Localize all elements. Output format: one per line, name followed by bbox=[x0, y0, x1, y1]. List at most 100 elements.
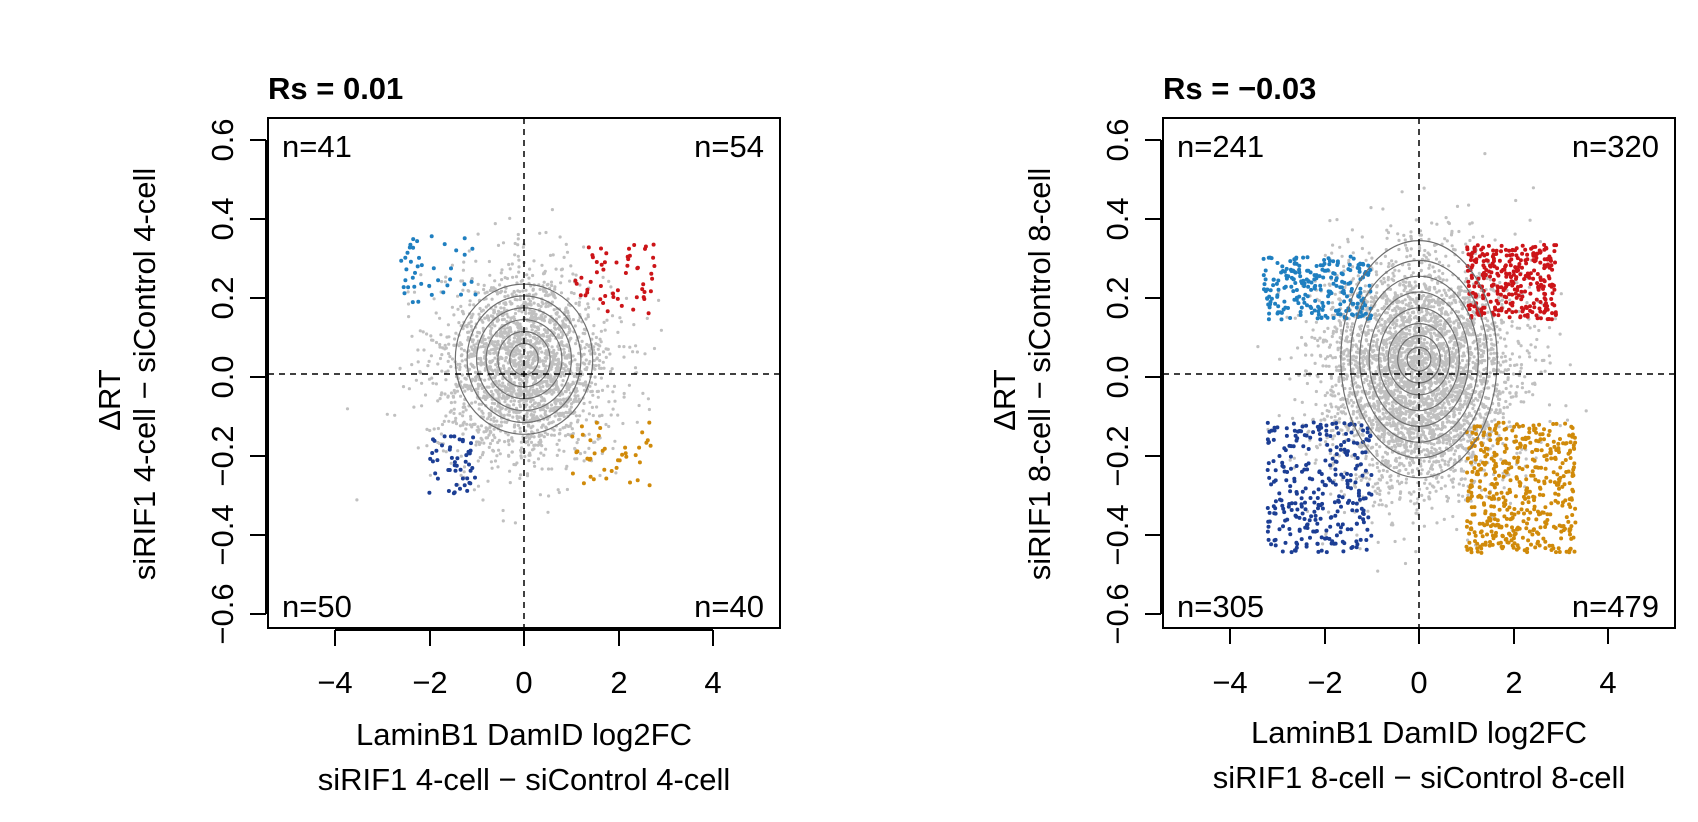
background-point bbox=[550, 350, 554, 354]
background-point bbox=[540, 350, 544, 354]
background-point bbox=[1314, 458, 1318, 462]
background-point bbox=[1463, 477, 1467, 481]
background-point bbox=[1313, 461, 1317, 465]
background-point bbox=[1385, 452, 1389, 456]
point-bottom-left bbox=[446, 489, 451, 493]
background-point bbox=[438, 345, 442, 349]
background-point bbox=[476, 390, 480, 394]
background-point bbox=[438, 356, 443, 361]
background-point bbox=[1381, 346, 1385, 350]
background-point bbox=[460, 373, 464, 377]
y-tick-label: 0.4 bbox=[205, 197, 240, 240]
background-point bbox=[505, 387, 509, 392]
point-top-left bbox=[408, 242, 413, 247]
background-point bbox=[481, 320, 485, 324]
background-point bbox=[1325, 391, 1329, 395]
background-point bbox=[1391, 360, 1395, 364]
background-point bbox=[578, 414, 582, 418]
background-point bbox=[577, 351, 581, 355]
point-top-left bbox=[417, 255, 421, 260]
background-point bbox=[446, 395, 450, 399]
background-point bbox=[493, 340, 497, 344]
background-point bbox=[1515, 385, 1519, 389]
background-point bbox=[1386, 461, 1390, 465]
point-bottom-left bbox=[469, 441, 473, 446]
background-point bbox=[1504, 399, 1508, 404]
background-point bbox=[560, 340, 564, 344]
background-point bbox=[1397, 300, 1401, 304]
background-point bbox=[562, 255, 566, 259]
background-point bbox=[1440, 365, 1444, 369]
background-point bbox=[1436, 323, 1440, 327]
background-point bbox=[597, 363, 601, 367]
point-bottom-left bbox=[460, 476, 465, 481]
background-point bbox=[526, 332, 531, 336]
background-point bbox=[1533, 345, 1537, 349]
background-point bbox=[578, 452, 583, 456]
point-top-left bbox=[462, 282, 467, 287]
background-point bbox=[1337, 392, 1341, 396]
background-point bbox=[457, 321, 461, 325]
background-point bbox=[469, 324, 473, 328]
background-point bbox=[564, 242, 568, 246]
background-point bbox=[553, 285, 557, 289]
point-top-right bbox=[574, 281, 579, 286]
background-point bbox=[511, 353, 515, 357]
background-point bbox=[531, 287, 535, 291]
background-point bbox=[563, 363, 567, 367]
background-point bbox=[618, 316, 622, 320]
background-point bbox=[1414, 550, 1418, 554]
background-point bbox=[471, 377, 475, 381]
background-point bbox=[526, 440, 530, 444]
background-point bbox=[1355, 533, 1359, 537]
background-point bbox=[1349, 398, 1353, 402]
background-point bbox=[519, 368, 524, 372]
background-point bbox=[1465, 415, 1469, 419]
point-top-left bbox=[473, 292, 478, 297]
background-point bbox=[489, 460, 493, 464]
background-point bbox=[483, 356, 487, 360]
background-point bbox=[1364, 454, 1368, 458]
background-point bbox=[1402, 464, 1406, 468]
background-point bbox=[524, 311, 528, 316]
background-point bbox=[468, 303, 472, 307]
background-point bbox=[582, 401, 586, 406]
background-point bbox=[471, 338, 475, 342]
background-point bbox=[481, 415, 485, 419]
background-point bbox=[1404, 417, 1408, 421]
background-point bbox=[438, 316, 442, 320]
background-point bbox=[516, 237, 520, 241]
background-point bbox=[506, 294, 510, 298]
point-top-right bbox=[632, 243, 637, 247]
background-point bbox=[554, 317, 559, 321]
background-point bbox=[452, 388, 456, 393]
background-point bbox=[610, 314, 615, 318]
background-point bbox=[513, 311, 518, 316]
background-point bbox=[580, 339, 584, 343]
background-point bbox=[539, 374, 543, 378]
background-point bbox=[576, 394, 580, 398]
background-point bbox=[628, 345, 632, 349]
background-point bbox=[563, 434, 568, 438]
background-point bbox=[562, 347, 566, 351]
background-point bbox=[466, 338, 470, 342]
background-point bbox=[484, 436, 488, 440]
point-top-right bbox=[578, 293, 583, 298]
background-point bbox=[436, 426, 440, 431]
y-tick-label: −0.2 bbox=[205, 425, 240, 486]
background-point bbox=[508, 469, 512, 473]
background-point bbox=[499, 424, 503, 428]
point-bottom-right bbox=[602, 467, 607, 472]
background-point bbox=[542, 435, 546, 439]
background-point bbox=[616, 413, 620, 417]
background-point bbox=[1386, 379, 1390, 383]
background-point bbox=[1450, 350, 1454, 354]
background-point bbox=[603, 328, 607, 332]
background-point bbox=[508, 267, 512, 271]
background-point bbox=[1502, 337, 1507, 341]
background-point bbox=[558, 401, 563, 405]
background-point bbox=[1448, 431, 1453, 435]
background-point bbox=[1328, 219, 1332, 223]
background-point bbox=[532, 259, 536, 263]
background-point bbox=[1387, 512, 1391, 516]
